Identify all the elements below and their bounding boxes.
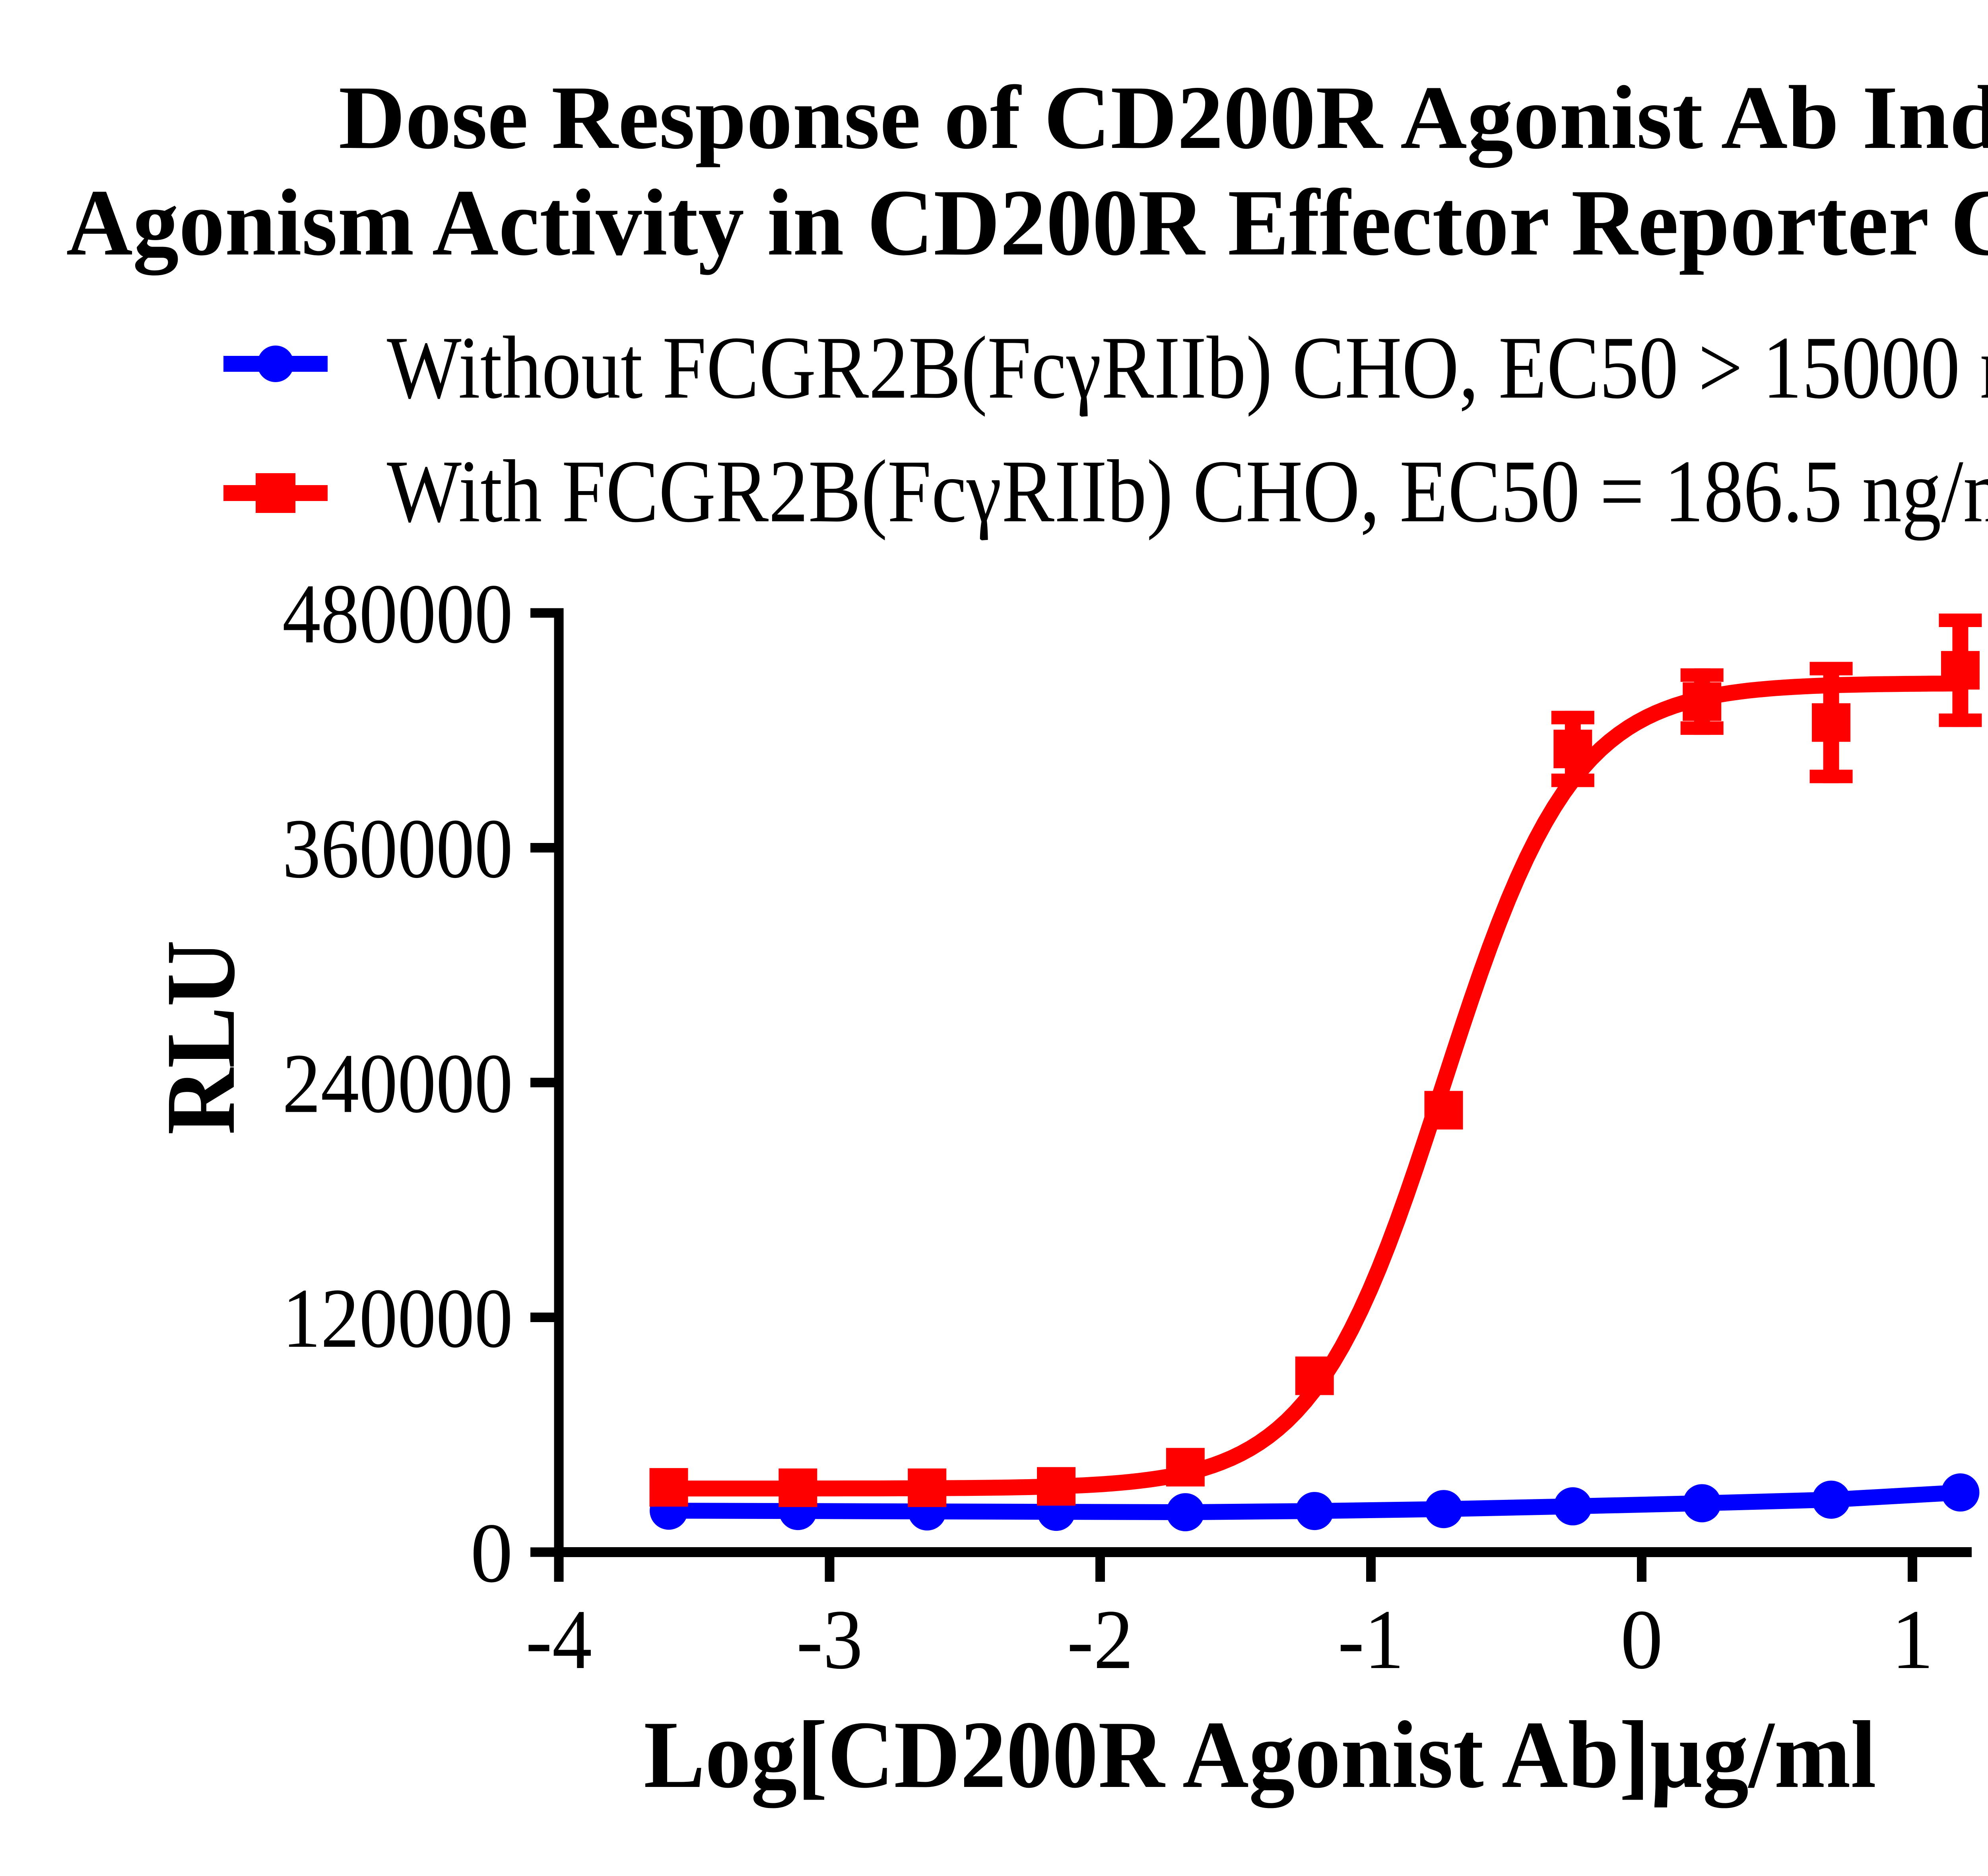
svg-text:Without FCGR2B(FcγRIIb) CHO, E: Without FCGR2B(FcγRIIb) CHO, EC50 > 1500… — [387, 318, 1988, 417]
svg-text:120000: 120000 — [282, 1271, 513, 1365]
svg-text:360000: 360000 — [282, 802, 513, 896]
svg-text:Dose Response of CD200R Agonis: Dose Response of CD200R Agonist Ab Induc… — [339, 68, 1988, 168]
svg-text:0: 0 — [1621, 1592, 1663, 1687]
svg-text:-1: -1 — [1338, 1592, 1404, 1687]
svg-text:1: 1 — [1891, 1592, 1934, 1687]
svg-text:-2: -2 — [1067, 1592, 1134, 1687]
svg-text:With FCGR2B(FcγRIIb) CHO, EC50: With FCGR2B(FcγRIIb) CHO, EC50 = 186.5 n… — [387, 441, 1988, 541]
svg-text:RLU: RLU — [146, 940, 255, 1135]
svg-text:0: 0 — [470, 1506, 513, 1600]
svg-text:-4: -4 — [526, 1592, 592, 1687]
svg-text:480000: 480000 — [282, 567, 513, 661]
svg-text:240000: 240000 — [282, 1037, 513, 1131]
svg-text:-3: -3 — [796, 1592, 863, 1687]
svg-text:Agonism Activity in CD200R Eff: Agonism Activity in CD200R Effector Repo… — [66, 170, 1988, 276]
svg-text:Log[CD200R Agonist Ab]µg/ml: Log[CD200R Agonist Ab]µg/ml — [644, 1701, 1876, 1808]
